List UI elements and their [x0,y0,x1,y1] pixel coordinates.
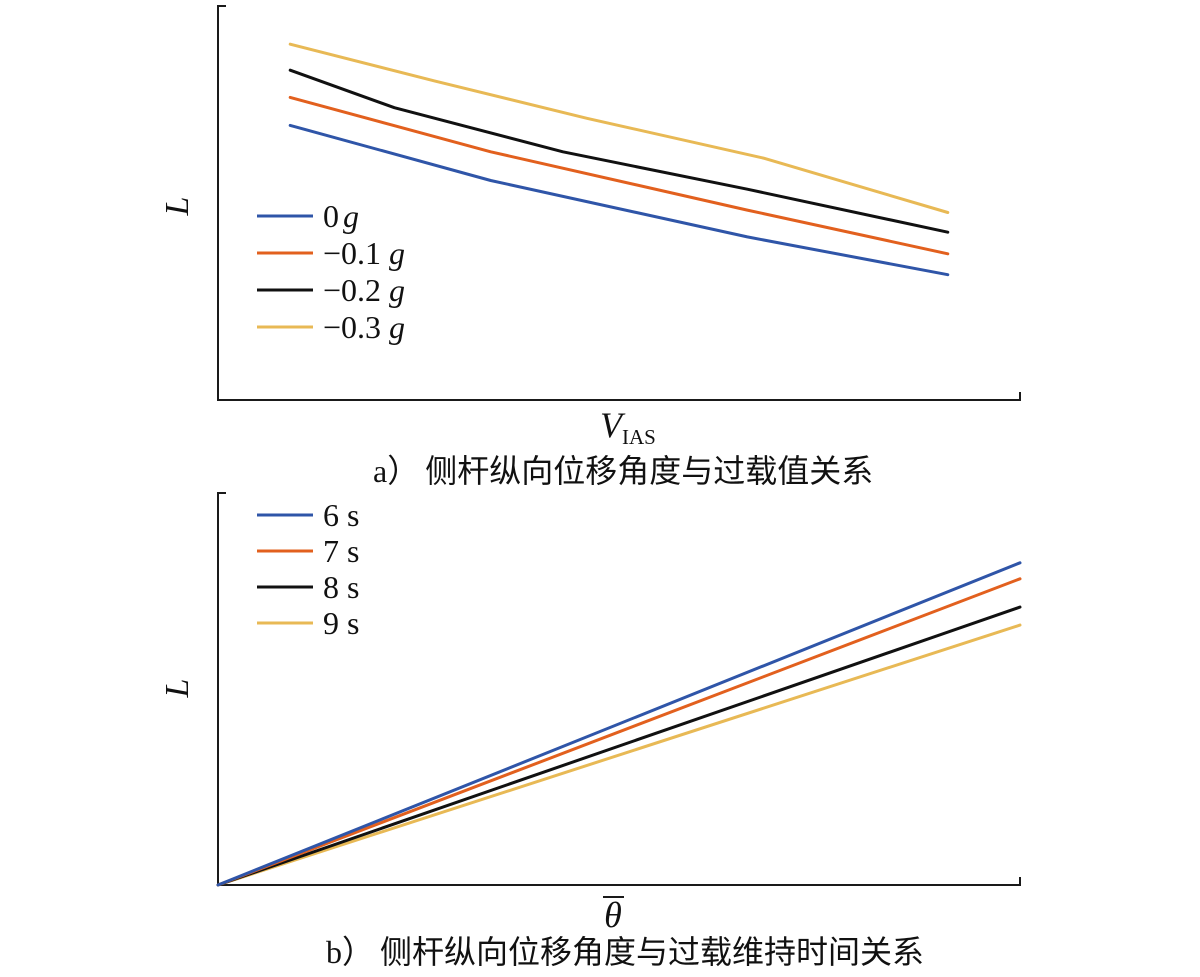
chart-b-legend-label: 9 s [323,605,359,641]
chart-b-series-9-s [216,623,1022,887]
chart-a-legend-label: −0.3 g [323,309,405,345]
chart-a-frame [217,5,1021,401]
chart-b-series-8-s [216,605,1022,887]
chart-b-x-label-text: θ [604,895,622,935]
chart-b-caption: b） 侧杆纵向位移角度与过载维持时间关系 [326,933,924,971]
chart-a-series-minus-0p3-g [288,42,950,214]
chart-a-y-label: L [159,197,196,217]
chart-b-series-6-s [216,561,1022,887]
chart-b: 6 s7 s8 s9 s L θ b） 侧杆纵向位移角度与过载维持时间关系 [159,492,1022,971]
chart-b-legend-label: 8 s [323,569,359,605]
chart-b-legend-label: 7 s [323,533,359,569]
chart-b-x-label: θ [603,895,624,935]
chart-a-x-label-main: V [600,405,626,445]
chart-b-caption-label: b） [326,934,374,970]
chart-a-legend-label: −0.2 g [323,272,405,308]
chart-a-axes [217,5,1021,401]
chart-a-caption-text: 侧杆纵向位移角度与过载值关系 [425,452,873,490]
chart-a-legend-item: −0.1 g [257,235,405,271]
chart-a-x-label: VIAS [600,405,656,449]
chart-a-series-0-g [288,123,950,277]
chart-b-legend-item: 9 s [257,605,359,641]
chart-b-legend-label: 6 s [323,497,359,533]
chart-a-plot-area [288,42,950,277]
chart-b-legend: 6 s7 s8 s9 s [257,497,359,641]
chart-a-legend-item: −0.3 g [257,309,405,345]
chart-b-y-label: L [159,679,196,699]
chart-a-caption: a） 侧杆纵向位移角度与过载值关系 [373,452,873,490]
chart-b-plot-area [216,561,1022,887]
chart-a-series-minus-0p1-g [288,95,950,256]
chart-a-legend-label: −0.1 g [323,235,405,271]
chart-a-legend: 0 g−0.1 g−0.2 g−0.3 g [257,198,405,345]
chart-a-x-label-sub: IAS [622,425,656,449]
chart-b-legend-item: 8 s [257,569,359,605]
chart-b-legend-item: 7 s [257,533,359,569]
chart-b-series-7-s [216,577,1022,887]
chart-b-caption-text: 侧杆纵向位移角度与过载维持时间关系 [380,933,924,971]
chart-a-series-minus-0p2-g [288,68,950,234]
chart-a-caption-label: a） [373,453,419,489]
chart-b-legend-item: 6 s [257,497,359,533]
chart-a: 0 g−0.1 g−0.2 g−0.3 g L VIAS a） 侧杆纵向位移角度与过载值关… [159,5,1021,490]
chart-a-legend-item: −0.2 g [257,272,405,308]
